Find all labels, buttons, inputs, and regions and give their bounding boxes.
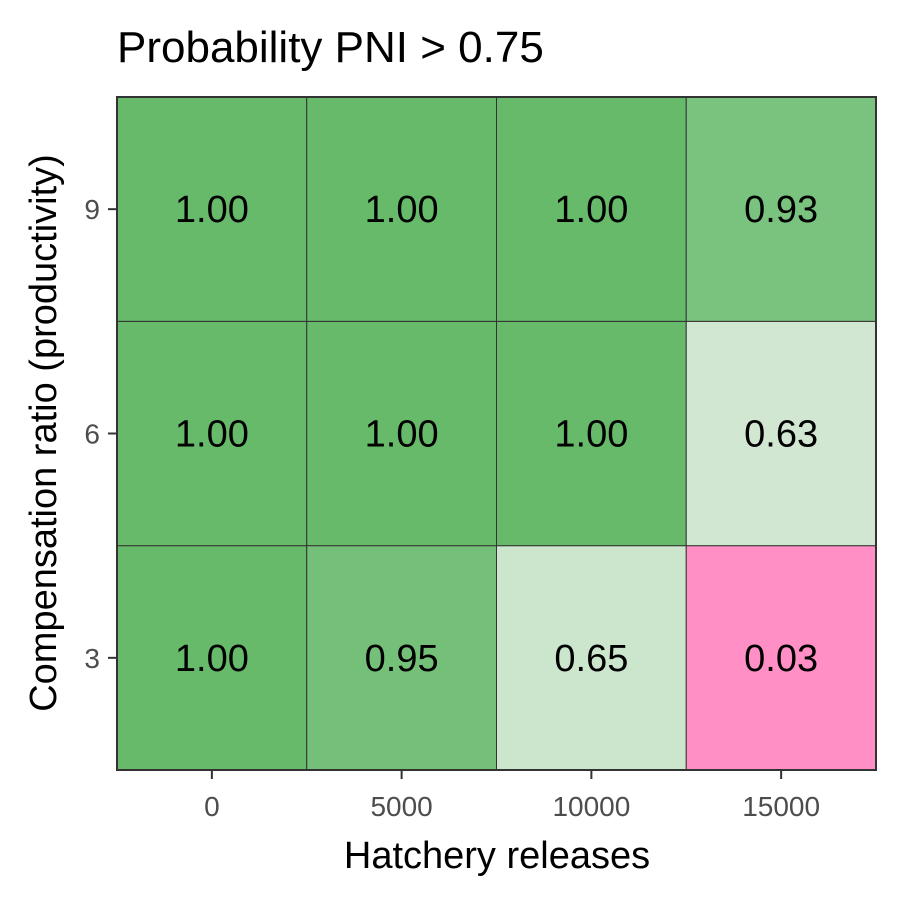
cell-value-label: 1.00 bbox=[365, 189, 439, 231]
cell-value-label: 1.00 bbox=[554, 414, 628, 456]
heatmap-cell bbox=[116, 320, 308, 547]
heatmap-cell bbox=[306, 320, 497, 547]
cell-value-label: 0.95 bbox=[365, 638, 439, 680]
y-axis-ticks: 3 6 9 bbox=[84, 194, 117, 674]
heatmap-cell bbox=[306, 96, 497, 322]
cell-value-label: 1.00 bbox=[365, 414, 439, 456]
cell-value-label: 1.00 bbox=[554, 189, 628, 231]
cell-value-label: 0.03 bbox=[744, 638, 818, 680]
heatmap-cell bbox=[685, 96, 877, 322]
cell-value-label: 0.65 bbox=[554, 638, 628, 680]
x-axis-title: Hatchery releases bbox=[344, 835, 650, 877]
heatmap-cell bbox=[496, 320, 687, 547]
y-tick-label: 3 bbox=[84, 643, 100, 674]
heatmap-cell bbox=[116, 545, 308, 771]
cell-value-label: 0.63 bbox=[744, 414, 818, 456]
y-tick-label: 6 bbox=[84, 419, 100, 450]
chart-title: Probability PNI > 0.75 bbox=[117, 23, 544, 72]
x-tick-label: 0 bbox=[204, 791, 220, 822]
cell-value-label: 1.00 bbox=[175, 189, 249, 231]
heatmap-cell bbox=[685, 320, 877, 547]
heatmap-cell bbox=[306, 545, 497, 771]
y-tick-label: 9 bbox=[84, 194, 100, 225]
x-tick-label: 15000 bbox=[742, 791, 820, 822]
cell-value-label: 1.00 bbox=[175, 638, 249, 680]
y-axis-title: Compensation ratio (productivity) bbox=[23, 154, 65, 712]
x-tick-label: 5000 bbox=[370, 791, 432, 822]
x-axis-ticks: 0 5000 10000 15000 bbox=[204, 770, 820, 822]
heatmap-cell bbox=[685, 545, 877, 771]
cell-value-label: 0.93 bbox=[744, 189, 818, 231]
cell-value-label: 1.00 bbox=[175, 414, 249, 456]
x-tick-label: 10000 bbox=[552, 791, 630, 822]
heatmap-cells: 1.00 0.95 0.65 0.03 1.00 1.00 1.00 0.63 1.00 1.00… bbox=[116, 96, 877, 771]
